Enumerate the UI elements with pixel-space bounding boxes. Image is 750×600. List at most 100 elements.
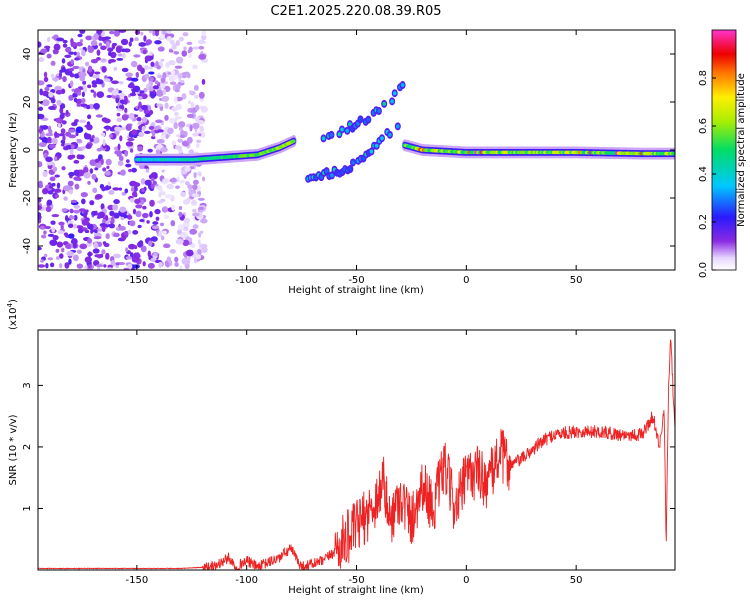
noise-cell [79,30,86,34]
upper_branch-core [382,101,386,106]
noise-cell [182,239,190,247]
noise-cell [46,53,52,59]
noise-cell [137,241,144,248]
noise-cell [158,261,163,269]
noise-cell [109,31,115,35]
noise-cell [180,79,185,84]
noise-cell [94,229,98,234]
noise-cell [58,253,64,259]
noise-cell [103,264,107,268]
noise-cell [55,89,63,95]
noise-cell [144,130,151,135]
noise-cell [46,84,53,88]
noise-cell [96,30,103,35]
noise-cell [125,163,132,168]
noise-cell [85,35,93,41]
noise-cell [38,246,42,251]
noise-cell [100,36,105,42]
noise-cell [68,171,75,177]
noise-cell [159,191,166,196]
noise-cell [38,183,44,189]
noise-cell [131,167,137,173]
colorbar-tick-label: 0.2 [698,214,709,230]
noise-cell [135,71,140,79]
noise-cell [50,97,56,104]
noise-cell [116,151,122,157]
noise-cell [41,234,47,239]
noise-cell [84,256,92,264]
noise-cell [127,214,133,220]
noise-cell [51,182,56,187]
noise-cell [167,127,174,135]
noise-cell [51,214,60,218]
noise-cell [118,155,124,162]
noise-cell [163,206,168,213]
noise-cell [190,243,196,249]
noise-cell [147,250,151,258]
noise-cell [145,39,153,45]
noise-cell [164,193,173,199]
noise-cell [190,199,198,206]
noise-cell [176,176,180,181]
noise-cell [48,185,54,189]
noise-cell [123,95,128,100]
noise-cell [84,61,90,67]
noise-cell [192,132,199,137]
noise-cell [150,236,158,242]
noise-cell [138,101,142,109]
noise-cell [134,198,141,205]
noise-cell [174,89,180,93]
noise-cell [92,74,100,79]
noise-cell [60,128,66,135]
noise-cell [156,65,161,70]
noise-cell [93,241,99,249]
noise-cell [90,40,98,46]
noise-cell [108,59,112,64]
noise-cell [119,135,123,142]
noise-cell [48,128,53,135]
noise-cell [90,58,99,64]
noise-cell [138,96,143,100]
noise-cell [201,247,208,254]
noise-cell [200,218,208,224]
noise-cell [47,233,55,237]
noise-cell [94,254,102,258]
upper_branch-core [392,91,397,96]
noise-cell [160,33,166,40]
noise-cell [162,178,170,184]
noise-cell [81,218,89,226]
noise-cell [141,212,149,219]
noise-cell [152,85,159,90]
noise-cell [118,30,127,33]
noise-cell [185,249,194,257]
noise-cell [120,38,129,46]
noise-cell [124,188,129,194]
noise-cell [191,193,200,198]
noise-cell [46,161,53,166]
noise-cell [174,116,183,120]
noise-cell [77,33,83,38]
noise-cell [198,91,205,99]
noise-cell [59,113,65,120]
noise-cell [150,183,155,189]
noise-cell [130,60,138,68]
secondary_branch-core [324,169,329,174]
noise-cell [62,185,71,192]
noise-cell [157,129,164,133]
noise-cell [123,230,129,236]
noise-cell [93,32,99,40]
noise-cell [184,166,191,172]
noise-cell [73,214,78,221]
noise-cell [134,37,139,42]
noise-cell [112,187,120,191]
noise-cell [76,103,82,107]
noise-cell [123,267,130,270]
noise-cell [156,138,165,144]
noise-cell [142,49,147,55]
noise-cell [103,242,110,248]
noise-cell [69,73,75,78]
y-tick-label: 20 [22,96,33,109]
noise-cell [171,204,176,211]
noise-cell [68,67,75,72]
